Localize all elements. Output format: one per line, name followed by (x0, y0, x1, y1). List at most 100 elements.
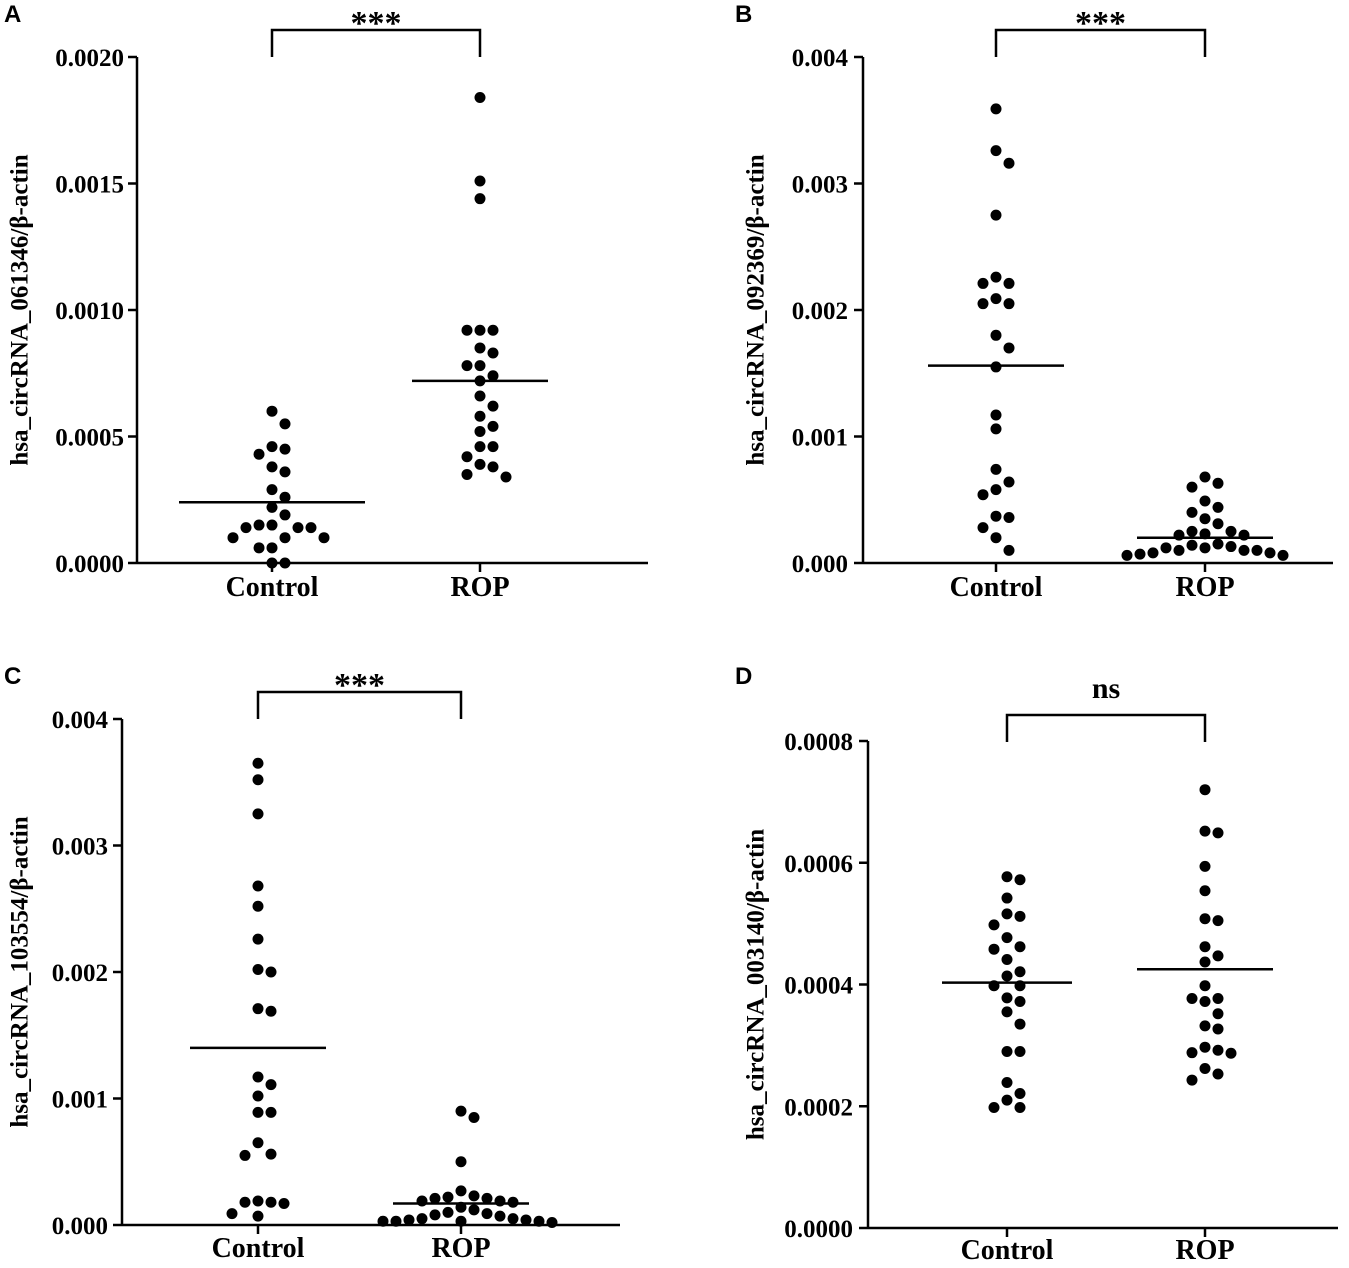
y-tick-label: 0.002 (792, 298, 848, 325)
data-point-control (278, 1197, 290, 1209)
data-point-rop (1238, 544, 1250, 556)
data-point-control (265, 1196, 277, 1208)
y-tick-label: 0.0005 (55, 425, 124, 452)
significance-bracket (270, 28, 482, 57)
data-point-rop (1186, 506, 1198, 518)
data-point-rop (1199, 825, 1211, 837)
significance-label: *** (334, 667, 385, 704)
data-point-rop (1199, 860, 1211, 872)
data-point-rop (1134, 548, 1146, 560)
data-point-control (990, 423, 1002, 435)
data-point-control (279, 418, 291, 430)
significance-label: ns (1092, 672, 1120, 705)
data-point-rop (1199, 956, 1211, 968)
data-point-rop (487, 441, 499, 453)
data-point-rop (533, 1215, 545, 1227)
data-point-control (266, 501, 278, 513)
data-point-rop (474, 390, 486, 402)
data-point-rop (1121, 549, 1133, 561)
data-point-rop (1212, 1023, 1224, 1035)
data-point-control (1001, 1094, 1013, 1106)
y-tick-label: 0.0008 (784, 729, 853, 756)
data-point-rop (461, 451, 473, 463)
significance-label: *** (1075, 5, 1126, 42)
data-point-control (1014, 910, 1026, 922)
data-point-rop (468, 1190, 480, 1202)
data-point-rop (1199, 1063, 1211, 1075)
data-point-control (1001, 970, 1013, 982)
data-point-control (279, 509, 291, 521)
data-point-control (990, 409, 1002, 421)
data-point-control (990, 510, 1002, 522)
y-tick-label: 0.0004 (784, 973, 853, 1000)
data-point-rop (1199, 980, 1211, 992)
data-point-control (1014, 941, 1026, 953)
data-point-control (1014, 1045, 1026, 1057)
y-tick-label: 0.0010 (55, 298, 124, 325)
data-point-rop (474, 441, 486, 453)
data-point-rop (429, 1192, 441, 1204)
data-point-rop (487, 461, 499, 473)
data-point-rop (1212, 1068, 1224, 1080)
y-axis-title: hsa_circRNA_061346/β-actin (7, 154, 34, 465)
data-point-control (1014, 1018, 1026, 1030)
data-point-control (977, 298, 989, 310)
data-point-rop (474, 342, 486, 354)
data-point-rop (390, 1215, 402, 1227)
y-tick-label: 0.001 (792, 425, 848, 452)
data-point-control (252, 1106, 264, 1118)
y-tick-label: 0.004 (792, 45, 849, 72)
data-point-control (1001, 954, 1013, 966)
data-point-control (1001, 1077, 1013, 1089)
data-point-rop (468, 1111, 480, 1123)
data-point-rop (474, 193, 486, 205)
significance-bracket (994, 28, 1207, 57)
data-point-control (1003, 511, 1015, 523)
panel-letter: D (735, 663, 752, 690)
data-point-control (318, 532, 330, 544)
data-point-rop (403, 1214, 415, 1226)
data-point-rop (1199, 542, 1211, 554)
data-point-rop (1199, 1020, 1211, 1032)
data-point-rop (1199, 885, 1211, 897)
data-point-control (252, 933, 264, 945)
data-point-control (990, 329, 1002, 341)
data-point-control (252, 880, 264, 892)
x-category-label: ROP (450, 572, 509, 603)
data-point-control (977, 277, 989, 289)
data-point-control (252, 1090, 264, 1102)
data-point-rop (1251, 544, 1263, 556)
data-point-control (239, 1149, 251, 1161)
data-point-control (252, 1071, 264, 1083)
data-point-rop (474, 360, 486, 372)
data-point-rop (461, 360, 473, 372)
data-point-rop (1199, 996, 1211, 1008)
data-point-rop (461, 468, 473, 480)
data-point-rop (1173, 544, 1185, 556)
panel-letter: B (735, 1, 752, 28)
data-point-rop (455, 1156, 467, 1168)
data-point-rop (487, 347, 499, 359)
data-point-rop (1186, 993, 1198, 1005)
data-point-rop (507, 1213, 519, 1225)
data-point-control (239, 1196, 251, 1208)
data-point-control (1003, 342, 1015, 354)
data-point-rop (1199, 941, 1211, 953)
data-point-rop (474, 91, 486, 103)
data-point-control (253, 542, 265, 554)
data-point-control (1014, 1087, 1026, 1099)
y-tick-label: 0.0000 (55, 551, 124, 578)
data-point-control (253, 519, 265, 531)
data-point-control (1001, 892, 1013, 904)
panel-d: D 0.0000 0.0002 0.0004 0.0006 0.0008 Control RO… (735, 663, 1338, 1266)
data-point-rop (1212, 827, 1224, 839)
y-tick-label: 0.000 (52, 1213, 108, 1240)
data-point-rop (442, 1206, 454, 1218)
data-point-control (252, 1195, 264, 1207)
data-point-control (292, 522, 304, 534)
data-point-control (252, 757, 264, 769)
significance-bracket (256, 690, 463, 719)
data-point-rop (1212, 1008, 1224, 1020)
data-point-rop (500, 471, 512, 483)
